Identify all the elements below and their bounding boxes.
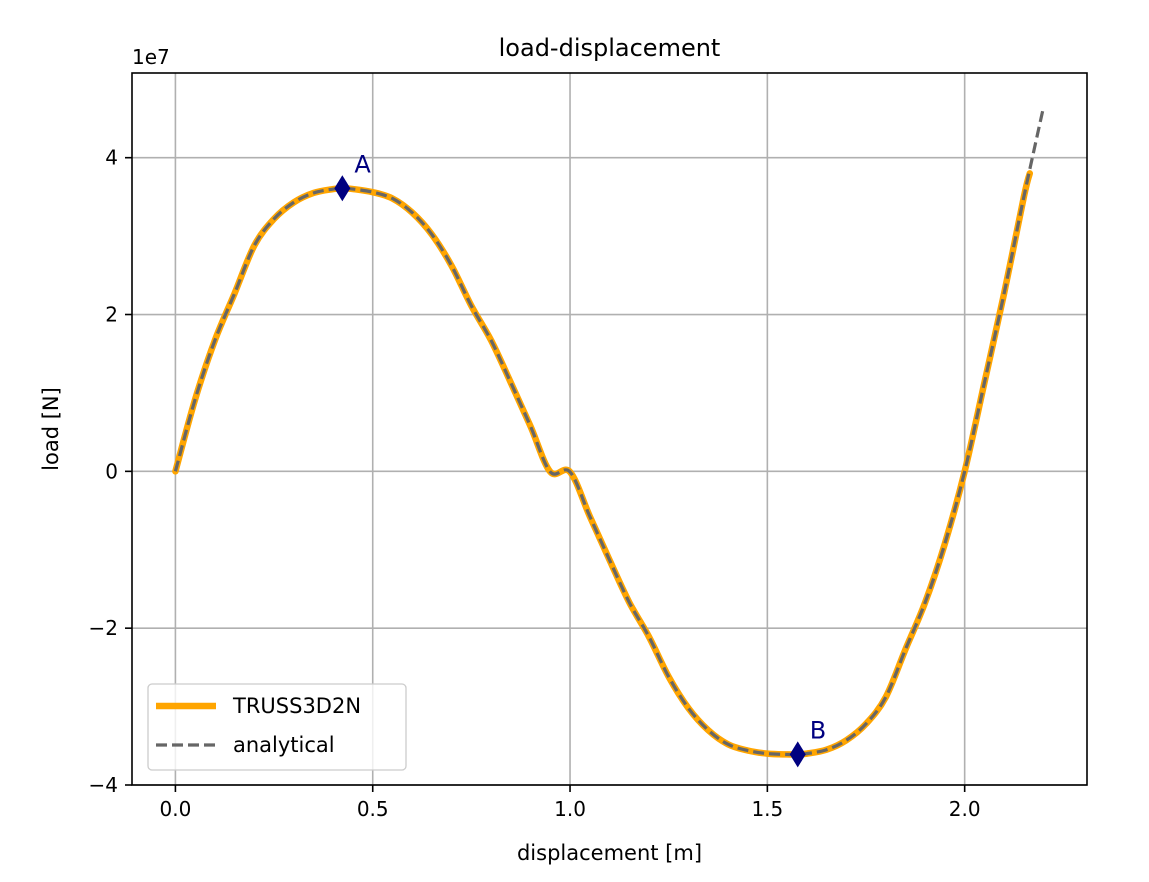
y-tick-label: 2 [105,303,118,327]
plot-frame [131,72,1088,786]
point-a-marker [334,175,351,202]
point-b-marker [789,741,806,768]
y-tick-label: −4 [89,773,118,797]
legend: TRUSS3D2N analytical [147,683,407,771]
annotation-markers: AB [334,150,826,768]
y-tick-label: 4 [105,146,118,170]
y-axis-label: load [N] [39,387,63,471]
series-line-analytical [173,106,1046,757]
y-tick-label: 0 [105,459,118,483]
x-tick-label: 0.5 [357,797,389,821]
point-b-label: B [810,716,826,744]
x-tick-label: 1.0 [554,797,586,821]
x-tick-label: 0.0 [160,797,192,821]
x-tick-label: 2.0 [949,797,981,821]
y-tick-label: −2 [89,616,118,640]
legend-label-analytical: analytical [233,733,335,757]
x-axis-ticks: 0.0 0.5 1.0 1.5 2.0 [160,785,981,821]
point-a-label: A [354,150,371,178]
y-offset-label: 1e7 [132,45,170,69]
legend-label-truss3d2n: TRUSS3D2N [232,694,361,718]
plot-lines [172,106,1046,758]
x-tick-label: 1.5 [751,797,783,821]
y-axis-ticks: −4 −2 0 2 4 [89,146,132,797]
x-axis-label: displacement [m] [517,841,702,865]
chart-title: load-displacement [499,34,721,62]
